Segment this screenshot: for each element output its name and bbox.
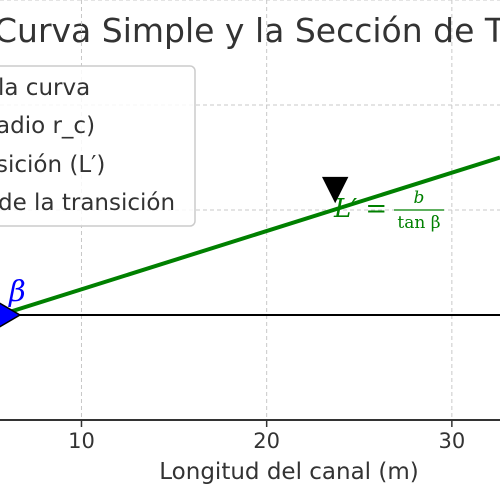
legend-entry-1: la curva	[0, 75, 90, 101]
legend-box	[0, 65, 196, 227]
series-group	[0, 155, 500, 317]
series-line-1	[0, 155, 500, 317]
length-equation-numerator: b	[414, 188, 425, 208]
x-axis-label: Longitud del canal (m)	[159, 459, 418, 485]
x-tick-label-20: 20	[253, 429, 280, 453]
x-tick-label-10: 10	[68, 429, 95, 453]
legend-entry-3: sición (L′)	[0, 152, 105, 178]
length-equation-denominator: tan β	[397, 213, 440, 233]
legend: la curva adio r_c) sición (L′) de la tra…	[0, 65, 196, 227]
x-ticks: 10 20 30	[68, 420, 465, 453]
marker-triangle-right	[0, 302, 22, 328]
legend-entry-4: de la transición	[0, 190, 175, 216]
beta-annotation: β	[8, 274, 26, 308]
length-equation-lhs: L′ =	[333, 194, 387, 224]
length-equation: L′ = b tan β	[333, 188, 444, 233]
markers-group	[0, 176, 349, 328]
legend-entry-2: adio r_c)	[0, 113, 95, 139]
x-tick-label-30: 30	[438, 429, 465, 453]
chart-title: Curva Simple y la Sección de Tr	[0, 11, 500, 50]
marker-triangle-down	[321, 176, 349, 204]
